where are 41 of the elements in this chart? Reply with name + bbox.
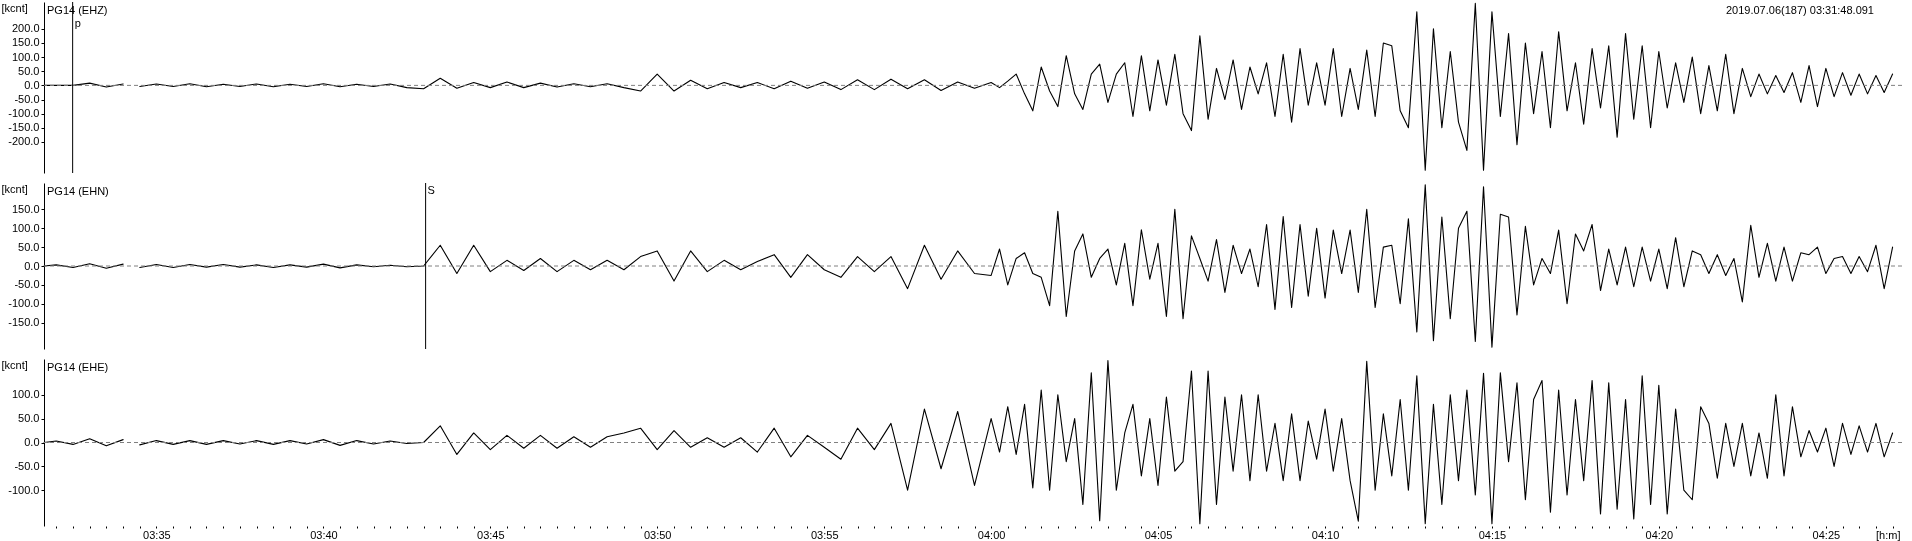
y-tick-label: 200.0 (11, 22, 40, 35)
y-tick-label: 150.0 (11, 36, 40, 49)
chart-title: PG14 (EHN) (47, 185, 109, 197)
x-tick-label: 03:55 (810, 528, 839, 541)
ref-line-label: p (74, 17, 81, 29)
ref-line-label: S (427, 184, 435, 196)
y-axis-title: [kcnt] (1, 358, 28, 371)
x-tick-label: 03:45 (477, 528, 505, 541)
y-tick-label: -50.0 (14, 93, 40, 106)
y-tick-label: -150.0 (8, 121, 40, 134)
x-tick-label: 03:35 (143, 528, 171, 541)
x-tick-label: 04:15 (1478, 528, 1507, 541)
y-axis-title: [kcnt] (1, 182, 28, 195)
y-tick-label: 100.0 (11, 388, 40, 401)
y-tick-label: 50.0 (18, 64, 40, 77)
y-tick-label: -100.0 (8, 297, 40, 310)
y-tick-label: -100.0 (8, 107, 40, 120)
x-tick-label: 03:40 (310, 528, 338, 541)
y-tick-label: -150.0 (8, 316, 40, 329)
y-tick-label: 0.0 (24, 78, 40, 91)
y-tick-label: 0.0 (24, 259, 40, 272)
y-tick-label: 50.0 (18, 240, 40, 253)
x-tick-label: 04:05 (1144, 528, 1173, 541)
annotation: 2019.07.06(187) 03:31:48.091 (1725, 4, 1874, 16)
y-tick-label: 150.0 (11, 202, 40, 215)
y-axis-title: [kcnt] (1, 1, 28, 14)
y-tick-label: 50.0 (18, 412, 40, 425)
y-tick-label: 100.0 (11, 50, 40, 63)
y-tick-label: -100.0 (8, 483, 40, 496)
y-tick-label: 100.0 (11, 221, 40, 234)
y-tick-label: -50.0 (14, 278, 40, 291)
chart-title: PG14 (EHE) (47, 361, 109, 373)
x-axis-title: [h:m] (1876, 528, 1901, 541)
x-tick-label: 04:00 (977, 528, 1006, 541)
x-tick-label: 04:10 (1311, 528, 1340, 541)
y-tick-label: -50.0 (14, 459, 40, 472)
y-tick-label: -200.0 (8, 135, 40, 148)
y-tick-label: 0.0 (24, 436, 40, 448)
x-tick-label: 03:50 (643, 528, 672, 541)
x-tick-label: 04:20 (1645, 528, 1674, 541)
x-tick-label: 04:25 (1812, 528, 1841, 541)
